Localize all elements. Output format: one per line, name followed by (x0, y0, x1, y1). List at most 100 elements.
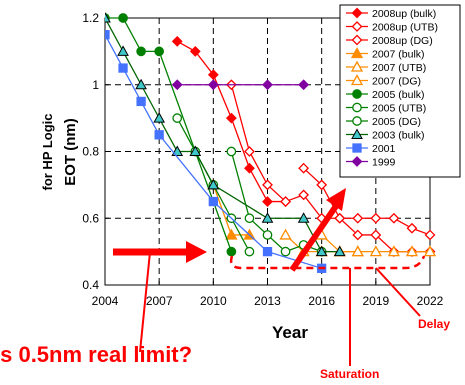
data-point (316, 179, 328, 191)
data-point (118, 13, 128, 23)
data-point (279, 228, 292, 240)
x-tick-label: 2022 (417, 294, 444, 308)
data-point (207, 178, 220, 190)
data-point (262, 196, 273, 207)
data-point (207, 69, 219, 81)
data-point (351, 245, 364, 257)
data-point (153, 112, 166, 123)
y-tick-label: 1 (92, 78, 99, 92)
data-point (226, 246, 237, 257)
data-point (352, 229, 364, 241)
legend-swatch-marker (351, 34, 363, 46)
legend-label: 2007 (DG) (372, 75, 421, 87)
data-point (261, 212, 274, 223)
legend-label: 2007 (bulk) (372, 48, 425, 60)
x-tick-label: 2007 (146, 294, 173, 308)
legend-swatch-marker (352, 89, 362, 99)
data-point (189, 45, 201, 57)
data-point (297, 212, 310, 223)
data-point (154, 46, 165, 57)
annotations: Is 0.5nm real limit? Saturation Delay (0, 188, 450, 381)
y-tick-label: 1.2 (82, 11, 99, 25)
x-tick-label: 2004 (92, 294, 119, 308)
series-line (212, 184, 250, 236)
data-point (136, 46, 146, 57)
y-axis: 0.4 0.6 0.8 1 1.2 (82, 11, 109, 292)
legend-swatch-marker (351, 156, 363, 167)
y-axis-subtitle: for HP Logic (40, 113, 55, 190)
delay-callout-line (375, 267, 421, 317)
x-tick-label: 2016 (308, 294, 335, 308)
legend-label: 1999 (372, 156, 396, 168)
x-axis-title: Year (272, 323, 308, 342)
y-axis-title: EOT (nm) (62, 118, 79, 186)
data-point (154, 130, 164, 140)
data-point (105, 30, 110, 40)
legend-label: 2005 (DG) (372, 116, 421, 128)
legend-label: 2005 (bulk) (372, 89, 425, 101)
y-tick-label: 0.8 (82, 145, 99, 159)
series-6 (105, 13, 237, 257)
legend-label: 2005 (UTB) (372, 102, 426, 114)
data-point (262, 230, 273, 240)
data-point (171, 79, 183, 91)
delay-trend-arrow (289, 204, 339, 272)
data-point (244, 146, 255, 157)
legend-swatch-marker (352, 102, 362, 113)
data-point (388, 212, 400, 224)
x-tick-label: 2013 (254, 294, 281, 308)
data-point (333, 245, 346, 257)
data-point (117, 45, 129, 56)
data-point (406, 222, 418, 234)
data-point (225, 112, 237, 124)
series-2 (298, 162, 436, 258)
data-point (280, 196, 291, 207)
legend-swatch-marker (351, 7, 363, 19)
data-point (262, 246, 273, 257)
data-point (189, 145, 202, 156)
legend-swatch-marker (351, 128, 363, 139)
data-point (262, 79, 273, 91)
legend-label: 2008up (bulk) (372, 8, 436, 20)
delay-trend-arrow-head (326, 188, 346, 211)
data-point (226, 146, 237, 157)
series-11 (171, 79, 310, 91)
legend-swatch-marker (351, 21, 363, 32)
data-point (207, 79, 219, 91)
data-point (225, 228, 238, 240)
data-point (405, 245, 419, 257)
question-callout-line (139, 251, 151, 353)
delay-annotation: Delay (418, 317, 450, 331)
legend-label: 2008up (UTB) (372, 21, 438, 33)
legend-swatch-marker (352, 116, 362, 126)
data-point (298, 189, 310, 201)
data-point (370, 212, 382, 224)
data-point (208, 196, 218, 207)
data-point (262, 179, 273, 191)
data-point (280, 246, 291, 257)
saturation-bracket (229, 255, 426, 270)
x-tick-label: 2019 (362, 294, 389, 308)
limit-arrow-head (186, 241, 207, 263)
data-point (370, 229, 382, 241)
data-point (298, 162, 310, 174)
series-0 (171, 35, 291, 207)
data-point (136, 96, 146, 107)
data-point (118, 63, 128, 73)
legend-label: 2001 (372, 143, 396, 155)
y-tick-label: 0.4 (82, 278, 99, 292)
data-point (172, 113, 183, 123)
data-point (423, 245, 436, 257)
question-annotation: Is 0.5nm real limit? (0, 342, 192, 367)
data-point (369, 245, 382, 257)
data-point (171, 35, 183, 47)
y-tick-label: 0.6 (82, 211, 99, 225)
data-point (135, 78, 147, 90)
data-point (298, 79, 310, 91)
data-point (387, 245, 400, 257)
x-axis: 2004 2007 2010 2013 2016 2019 2022 (92, 281, 444, 308)
data-point (244, 162, 255, 174)
legend-swatch-marker (352, 143, 362, 153)
saturation-annotation: Saturation (320, 367, 379, 381)
